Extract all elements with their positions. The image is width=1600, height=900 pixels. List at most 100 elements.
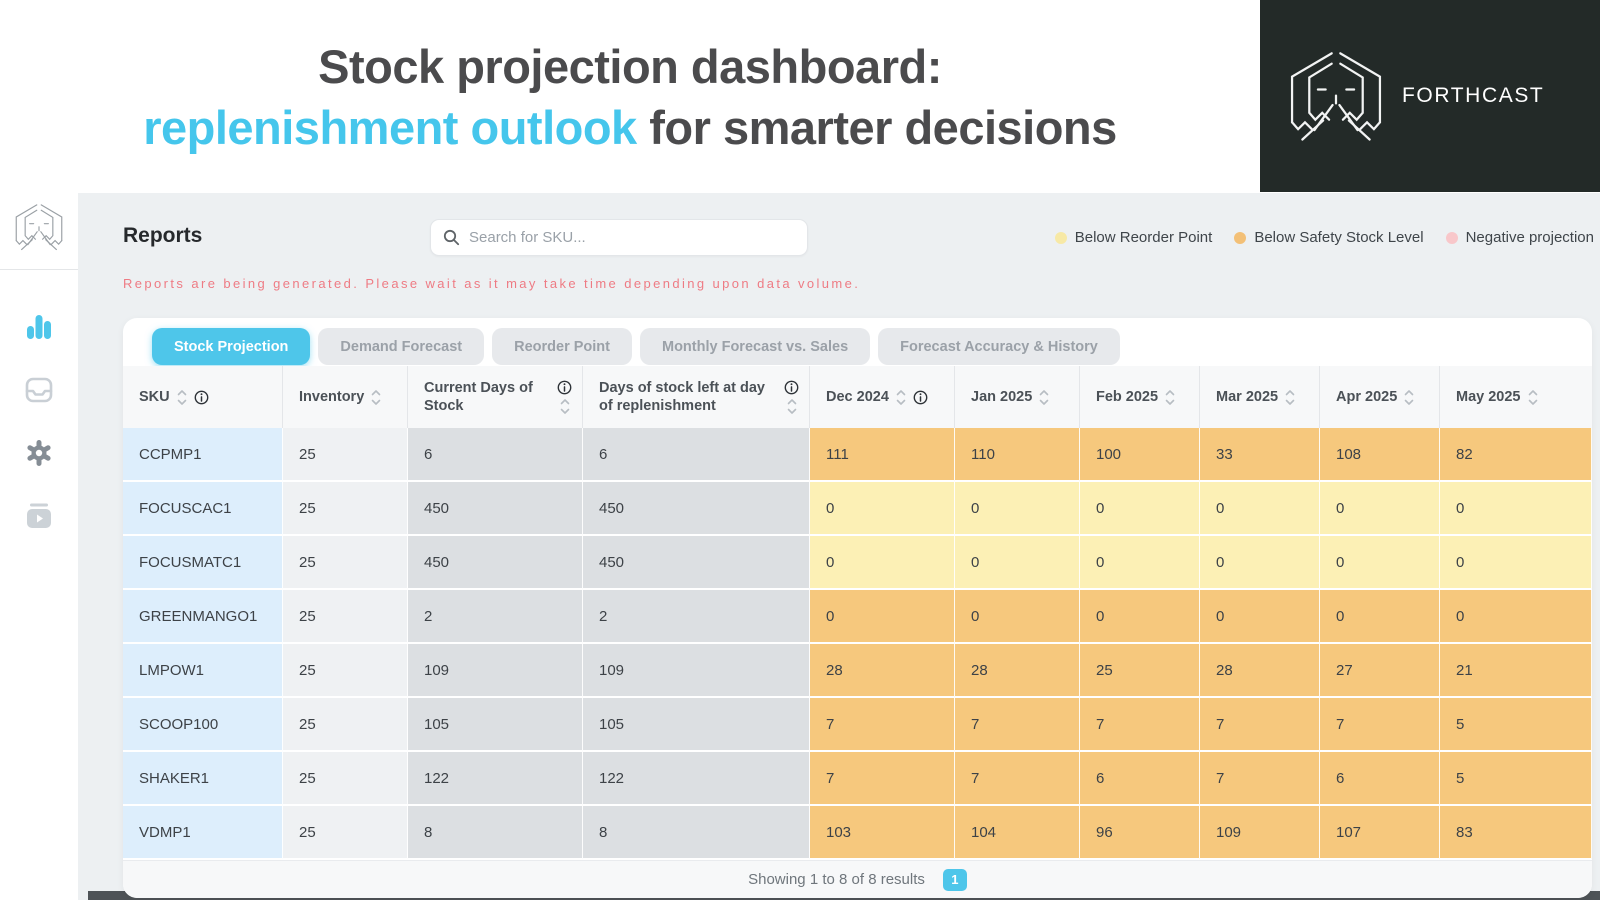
sidebar-item-inbox[interactable] bbox=[24, 375, 54, 405]
cell-month: 0 bbox=[810, 482, 955, 536]
sort-icon[interactable] bbox=[1404, 389, 1414, 406]
legend-item: Negative projection bbox=[1445, 229, 1594, 246]
cell-inventory: 25 bbox=[283, 806, 408, 860]
sidebar-item-video-library[interactable] bbox=[24, 501, 54, 531]
column-header-days-of-stock-left-at-day-of-replenishment[interactable]: Days of stock left at day of replenishme… bbox=[583, 366, 810, 428]
cell-month: 0 bbox=[1320, 536, 1440, 590]
cell-month: 83 bbox=[1440, 806, 1592, 860]
column-header-dec-2024[interactable]: Dec 2024 bbox=[810, 366, 955, 428]
table-body: CCPMP1 25 6 6 111 110 100 33 108 82 FOCUSCAC1 25 450… bbox=[123, 428, 1592, 860]
cell-current-days: 450 bbox=[408, 482, 583, 536]
pagination-page-1[interactable]: 1 bbox=[942, 868, 967, 891]
column-header-current-days-of-stock[interactable]: Current Days of Stock bbox=[408, 366, 583, 428]
tab-stock-projection[interactable]: Stock Projection bbox=[152, 328, 311, 365]
column-header-jan-2025[interactable]: Jan 2025 bbox=[955, 366, 1080, 428]
info-icon[interactable] bbox=[194, 390, 209, 405]
cell-month: 7 bbox=[1080, 698, 1200, 752]
info-icon[interactable] bbox=[913, 390, 928, 405]
info-icon[interactable] bbox=[557, 380, 572, 395]
cell-month: 5 bbox=[1440, 752, 1592, 806]
column-header-apr-2025[interactable]: Apr 2025 bbox=[1320, 366, 1440, 428]
banner-title-line2: replenishment outlook for smarter decisi… bbox=[143, 100, 1117, 155]
column-label: Days of stock left at day of replenishme… bbox=[599, 379, 765, 414]
cell-month: 7 bbox=[1200, 698, 1320, 752]
legend-dot bbox=[1054, 231, 1067, 244]
sidebar-item-settings[interactable] bbox=[24, 438, 54, 468]
generation-notice: Reports are being generated. Please wait… bbox=[123, 276, 861, 291]
tab-monthly-forecast-vs-sales[interactable]: Monthly Forecast vs. Sales bbox=[639, 328, 871, 365]
sidebar-item-bar-chart[interactable] bbox=[24, 312, 54, 342]
cell-sku: SHAKER1 bbox=[123, 752, 283, 806]
cell-inventory: 25 bbox=[283, 482, 408, 536]
column-label: SKU bbox=[139, 388, 170, 405]
cell-month: 25 bbox=[1080, 644, 1200, 698]
inbox-icon bbox=[24, 377, 54, 408]
column-header-sku[interactable]: SKU bbox=[123, 366, 283, 428]
cell-month: 7 bbox=[810, 752, 955, 806]
sort-icon[interactable] bbox=[177, 389, 187, 406]
cell-month: 0 bbox=[1080, 536, 1200, 590]
legend-label: Below Reorder Point bbox=[1074, 229, 1213, 246]
sort-icon[interactable] bbox=[1285, 389, 1295, 406]
cell-days-left: 122 bbox=[583, 752, 810, 806]
legend-label: Negative projection bbox=[1465, 229, 1594, 246]
marketing-banner: Stock projection dashboard: replenishmen… bbox=[0, 0, 1260, 193]
table-header-row: SKU Inventory Current Days of Stock Days of… bbox=[123, 366, 1592, 428]
table-row: SCOOP100 25 105 105 7 7 7 7 7 5 bbox=[123, 698, 1592, 752]
bar-chart-icon bbox=[24, 315, 54, 345]
info-icon[interactable] bbox=[784, 380, 799, 395]
sort-icon[interactable] bbox=[1528, 389, 1538, 406]
search-box[interactable] bbox=[430, 219, 808, 256]
banner-title-line1: Stock projection dashboard: bbox=[318, 39, 942, 93]
sort-icon[interactable] bbox=[1165, 389, 1175, 406]
sidebar-logo-icon[interactable] bbox=[10, 201, 68, 253]
cell-days-left: 2 bbox=[583, 590, 810, 644]
column-header-inventory[interactable]: Inventory bbox=[283, 366, 408, 428]
sort-icon[interactable] bbox=[1039, 389, 1049, 406]
cell-sku: CCPMP1 bbox=[123, 428, 283, 482]
cell-sku: GREENMANGO1 bbox=[123, 590, 283, 644]
legend-dot bbox=[1445, 231, 1458, 244]
cell-current-days: 105 bbox=[408, 698, 583, 752]
tab-forecast-accuracy-history[interactable]: Forecast Accuracy & History bbox=[878, 328, 1120, 365]
column-header-feb-2025[interactable]: Feb 2025 bbox=[1080, 366, 1200, 428]
sidebar-nav bbox=[0, 312, 78, 531]
column-label: Mar 2025 bbox=[1216, 388, 1279, 405]
cell-month: 0 bbox=[810, 590, 955, 644]
cell-current-days: 6 bbox=[408, 428, 583, 482]
cell-month: 0 bbox=[1080, 590, 1200, 644]
column-label: Dec 2024 bbox=[826, 388, 889, 405]
search-input[interactable] bbox=[469, 229, 795, 246]
search-icon bbox=[443, 229, 460, 246]
cell-month: 0 bbox=[1080, 482, 1200, 536]
column-label: Apr 2025 bbox=[1336, 388, 1398, 405]
cell-days-left: 450 bbox=[583, 536, 810, 590]
sort-icon[interactable] bbox=[560, 398, 570, 415]
sort-icon[interactable] bbox=[787, 398, 797, 415]
cell-days-left: 109 bbox=[583, 644, 810, 698]
results-summary: Showing 1 to 8 of 8 results bbox=[748, 871, 925, 888]
table-row: FOCUSCAC1 25 450 450 0 0 0 0 0 0 bbox=[123, 482, 1592, 536]
cell-days-left: 6 bbox=[583, 428, 810, 482]
column-header-mar-2025[interactable]: Mar 2025 bbox=[1200, 366, 1320, 428]
cell-days-left: 8 bbox=[583, 806, 810, 860]
cell-month: 110 bbox=[955, 428, 1080, 482]
sort-icon[interactable] bbox=[896, 389, 906, 406]
cell-month: 7 bbox=[810, 698, 955, 752]
column-label: Feb 2025 bbox=[1096, 388, 1159, 405]
tab-demand-forecast[interactable]: Demand Forecast bbox=[318, 328, 485, 365]
column-header-may-2025[interactable]: May 2025 bbox=[1440, 366, 1592, 428]
reports-card: Stock Projection Demand Forecast Reorder P… bbox=[123, 318, 1592, 898]
cell-month: 28 bbox=[1200, 644, 1320, 698]
cell-month: 0 bbox=[1200, 590, 1320, 644]
tab-reorder-point[interactable]: Reorder Point bbox=[492, 328, 632, 365]
cell-current-days: 450 bbox=[408, 536, 583, 590]
cell-inventory: 25 bbox=[283, 428, 408, 482]
cell-month: 96 bbox=[1080, 806, 1200, 860]
cell-inventory: 25 bbox=[283, 752, 408, 806]
sort-icon[interactable] bbox=[371, 389, 381, 406]
column-label: Current Days of Stock bbox=[424, 379, 533, 414]
video-library-icon bbox=[24, 503, 54, 534]
brand-box: FORTHCAST bbox=[1260, 0, 1600, 192]
cell-sku: VDMP1 bbox=[123, 806, 283, 860]
